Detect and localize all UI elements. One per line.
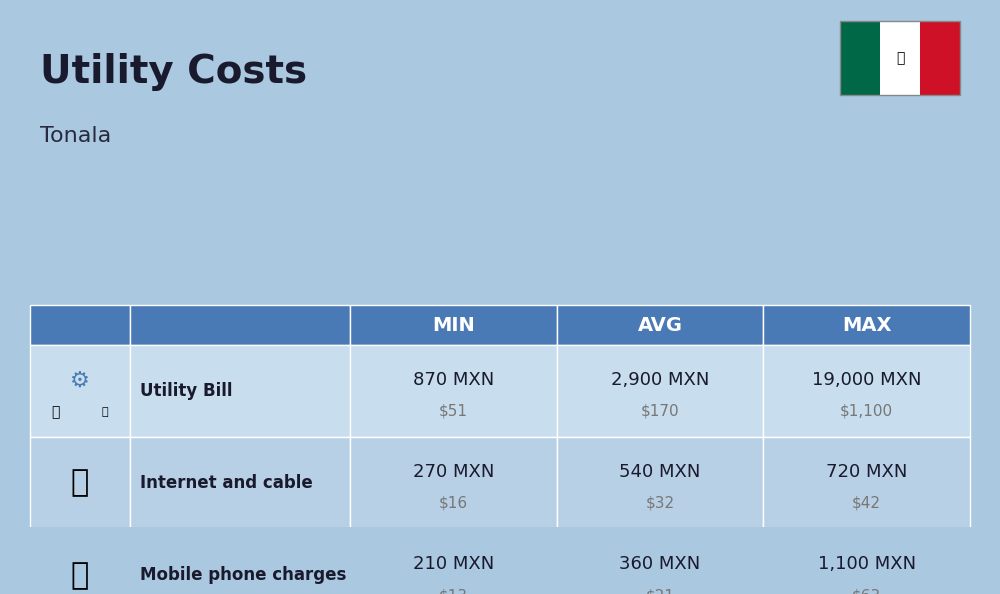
FancyBboxPatch shape bbox=[130, 529, 350, 594]
Text: 📱: 📱 bbox=[71, 561, 89, 590]
Text: 🔌: 🔌 bbox=[51, 405, 59, 419]
FancyBboxPatch shape bbox=[350, 437, 557, 529]
FancyBboxPatch shape bbox=[763, 529, 970, 594]
Text: $16: $16 bbox=[439, 496, 468, 511]
FancyBboxPatch shape bbox=[763, 437, 970, 529]
FancyBboxPatch shape bbox=[557, 437, 763, 529]
FancyBboxPatch shape bbox=[350, 529, 557, 594]
FancyBboxPatch shape bbox=[763, 345, 970, 437]
Text: $170: $170 bbox=[641, 404, 679, 419]
Text: 📷: 📷 bbox=[102, 407, 108, 417]
Text: 19,000 MXN: 19,000 MXN bbox=[812, 371, 921, 389]
FancyBboxPatch shape bbox=[880, 21, 920, 95]
FancyBboxPatch shape bbox=[557, 305, 763, 345]
FancyBboxPatch shape bbox=[350, 305, 557, 345]
FancyBboxPatch shape bbox=[557, 529, 763, 594]
FancyBboxPatch shape bbox=[130, 345, 350, 437]
Text: Utility Bill: Utility Bill bbox=[140, 382, 232, 400]
Text: $63: $63 bbox=[852, 588, 881, 594]
Text: ⚙: ⚙ bbox=[70, 371, 90, 390]
FancyBboxPatch shape bbox=[130, 305, 350, 345]
Text: $13: $13 bbox=[439, 588, 468, 594]
Text: 360 MXN: 360 MXN bbox=[619, 555, 701, 573]
Text: 720 MXN: 720 MXN bbox=[826, 463, 907, 481]
Text: 210 MXN: 210 MXN bbox=[413, 555, 494, 573]
Text: $1,100: $1,100 bbox=[840, 404, 893, 419]
Text: AVG: AVG bbox=[637, 315, 682, 334]
Text: MAX: MAX bbox=[842, 315, 891, 334]
Text: $21: $21 bbox=[645, 588, 674, 594]
FancyBboxPatch shape bbox=[30, 345, 130, 437]
Text: MIN: MIN bbox=[432, 315, 475, 334]
FancyBboxPatch shape bbox=[30, 529, 130, 594]
Text: $32: $32 bbox=[645, 496, 675, 511]
Text: $51: $51 bbox=[439, 404, 468, 419]
Text: 270 MXN: 270 MXN bbox=[413, 463, 494, 481]
Text: 540 MXN: 540 MXN bbox=[619, 463, 701, 481]
FancyBboxPatch shape bbox=[350, 345, 557, 437]
Text: $42: $42 bbox=[852, 496, 881, 511]
Text: Internet and cable: Internet and cable bbox=[140, 474, 313, 492]
Text: Mobile phone charges: Mobile phone charges bbox=[140, 566, 346, 584]
Text: 870 MXN: 870 MXN bbox=[413, 371, 494, 389]
FancyBboxPatch shape bbox=[30, 437, 130, 529]
FancyBboxPatch shape bbox=[840, 21, 880, 95]
FancyBboxPatch shape bbox=[557, 345, 763, 437]
Text: Tonala: Tonala bbox=[40, 127, 111, 146]
Text: 🦅: 🦅 bbox=[896, 51, 904, 65]
Text: 2,900 MXN: 2,900 MXN bbox=[611, 371, 709, 389]
FancyBboxPatch shape bbox=[130, 437, 350, 529]
FancyBboxPatch shape bbox=[30, 305, 130, 345]
Text: Utility Costs: Utility Costs bbox=[40, 53, 307, 91]
FancyBboxPatch shape bbox=[763, 305, 970, 345]
Text: 📡: 📡 bbox=[71, 469, 89, 498]
Text: 1,100 MXN: 1,100 MXN bbox=[818, 555, 916, 573]
FancyBboxPatch shape bbox=[920, 21, 960, 95]
